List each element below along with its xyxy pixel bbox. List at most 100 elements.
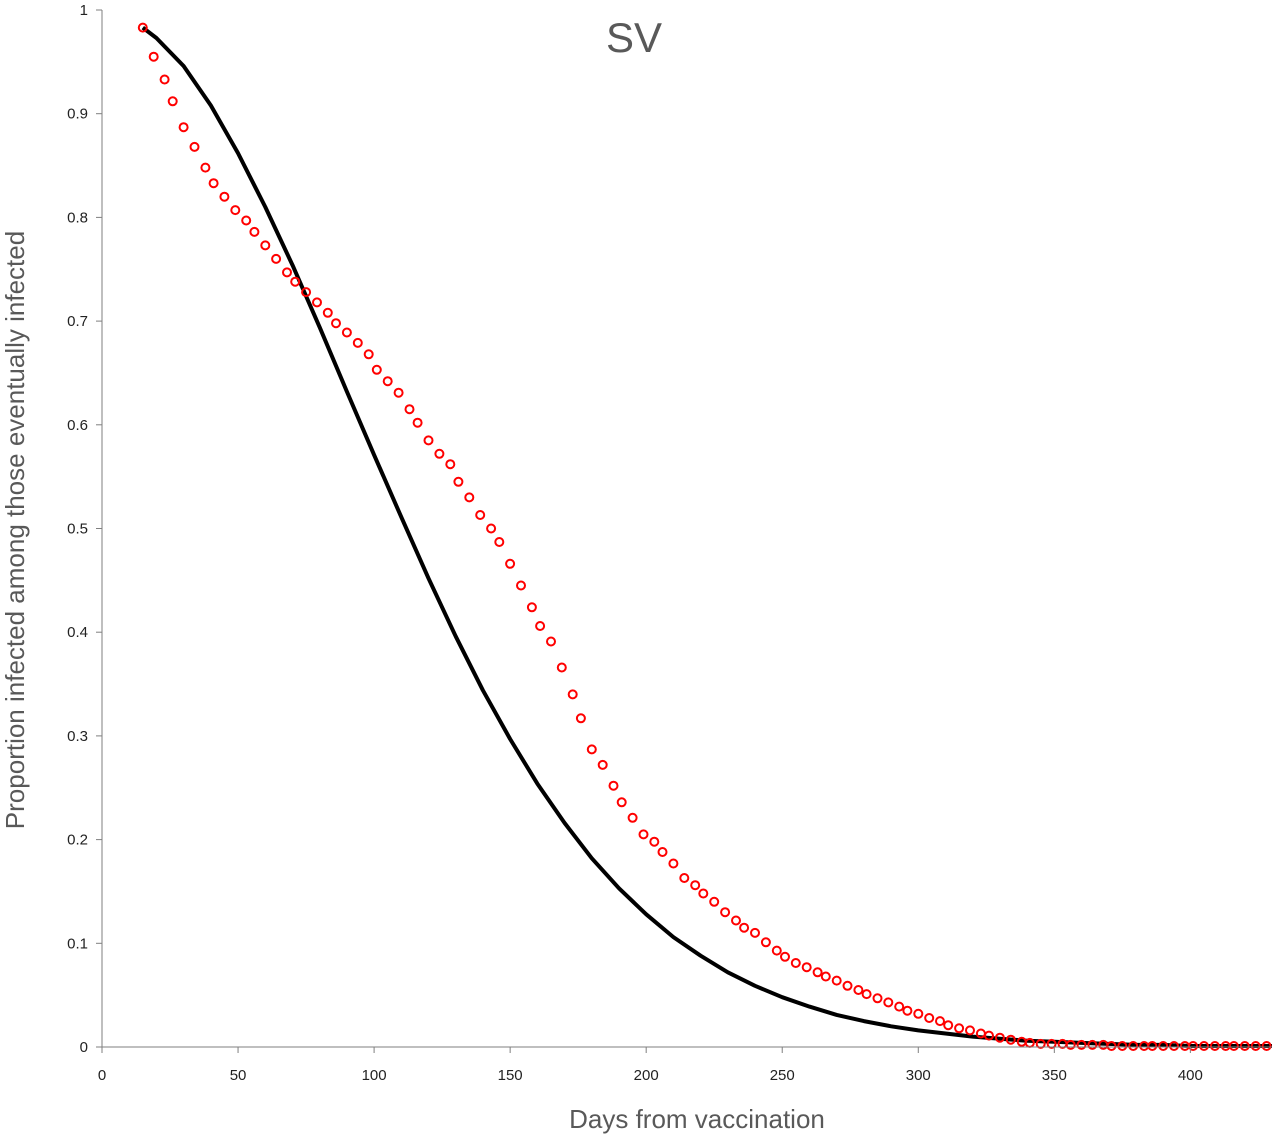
data-point [486,523,497,534]
y-axis: 0 0.1 0.2 0.3 0.4 0.5 0.6 0.7 0.8 0.9 1 [67,2,103,1056]
data-point [1169,1041,1179,1051]
data-point [1199,1041,1209,1051]
data-point [312,297,322,308]
data-point [404,404,415,415]
y-tick-label: 0.9 [67,106,88,123]
data-point [780,951,790,962]
data-point [1035,1038,1046,1049]
data-point [842,980,853,991]
x-tick-label: 100 [362,1067,387,1084]
data-point [567,689,578,700]
data-point [771,945,782,956]
data-point [363,349,374,360]
y-tick-label: 0.8 [67,209,88,226]
data-point [371,364,382,375]
data-point [586,744,597,755]
y-tick-label: 0.2 [67,832,88,849]
data-point [902,1005,913,1016]
data-point [505,558,516,569]
y-tick-label: 0.6 [67,417,88,434]
data-point [638,829,649,840]
data-point [861,989,872,1000]
y-tick-label: 0.3 [67,728,88,745]
data-point [494,537,505,547]
data-point [627,812,638,823]
data-point [575,713,586,724]
data-point [352,337,363,348]
data-point [994,1032,1005,1043]
data-point [331,318,341,329]
data-point [790,958,801,968]
data-point [1250,1041,1261,1051]
plot-area [137,22,1272,1051]
data-point [608,780,619,791]
data-point [1188,1041,1199,1051]
data-point [935,1016,945,1027]
y-tick-label: 0.4 [67,624,88,641]
data-point [1239,1041,1250,1051]
y-tick-label: 0.5 [67,521,88,538]
x-tick-label: 150 [498,1067,523,1084]
data-point [720,907,731,918]
data-point [189,141,200,152]
data-point [546,636,556,647]
x-tick-label: 350 [1042,1067,1067,1084]
data-point [1106,1041,1117,1051]
chart-title: SV [606,14,662,61]
data-point [241,215,252,226]
data-point [1087,1039,1098,1050]
x-tick-label: 250 [770,1067,795,1084]
data-point [200,162,211,173]
data-point [453,476,464,487]
data-point [282,267,292,278]
data-point [668,858,679,869]
data-point [1128,1041,1139,1051]
data-point [178,122,189,133]
data-point [597,759,608,770]
data-point [649,836,660,847]
data-point [984,1030,994,1041]
data-point [249,226,260,237]
data-point [260,240,271,251]
data-point [801,962,812,973]
data-point [1209,1041,1220,1051]
data-point [137,22,148,33]
data-point [412,417,423,428]
x-tick-label: 50 [230,1067,247,1084]
data-point [556,662,567,673]
data-point [167,96,178,107]
y-tick-label: 0.7 [67,313,88,330]
data-point [820,971,831,982]
data-point [690,880,701,891]
data-point [445,459,456,470]
data-point [1046,1038,1057,1049]
data-point [853,985,864,995]
y-axis-title: Proportion infected among those eventual… [0,231,30,829]
data-point [913,1008,924,1019]
data-point [159,74,170,85]
data-point [475,510,486,520]
data-point [423,435,434,446]
data-point [1147,1041,1158,1051]
data-point [1005,1034,1016,1045]
data-point [322,307,333,318]
data-point [731,915,741,926]
data-point [516,580,526,591]
data-point [1117,1041,1128,1051]
data-point [1261,1041,1272,1051]
data-point [698,888,709,899]
data-point [883,997,894,1008]
data-point [1065,1039,1076,1050]
data-point [382,376,393,387]
data-point [208,178,219,189]
data-point [1228,1041,1239,1051]
x-axis-title: Days from vaccination [569,1104,825,1134]
data-point [148,51,159,62]
data-point [894,1001,905,1012]
data-point [1158,1041,1169,1051]
data-point [750,927,760,938]
data-point [616,797,627,808]
data-point [924,1013,935,1023]
data-point [341,327,352,338]
